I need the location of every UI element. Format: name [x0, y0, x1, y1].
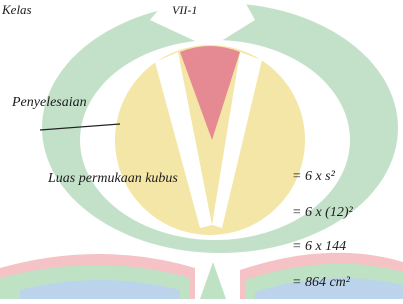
formula-step: = 6 x (12)²	[292, 205, 353, 220]
background-illustration	[0, 2, 403, 299]
formula-step: = 6 x s²	[292, 169, 336, 184]
heading: Penyelesaian	[11, 95, 87, 110]
class-name: VII-1	[172, 3, 197, 17]
formula-step: = 864 cm²	[292, 275, 351, 290]
class-label: Kelas	[1, 2, 32, 17]
note-canvas: Kelas VII-1 Penyelesaian Luas permukaan …	[0, 0, 403, 299]
formula-step: = 6 x 144	[292, 239, 346, 254]
formula-label: Luas permukaan kubus	[47, 171, 178, 186]
